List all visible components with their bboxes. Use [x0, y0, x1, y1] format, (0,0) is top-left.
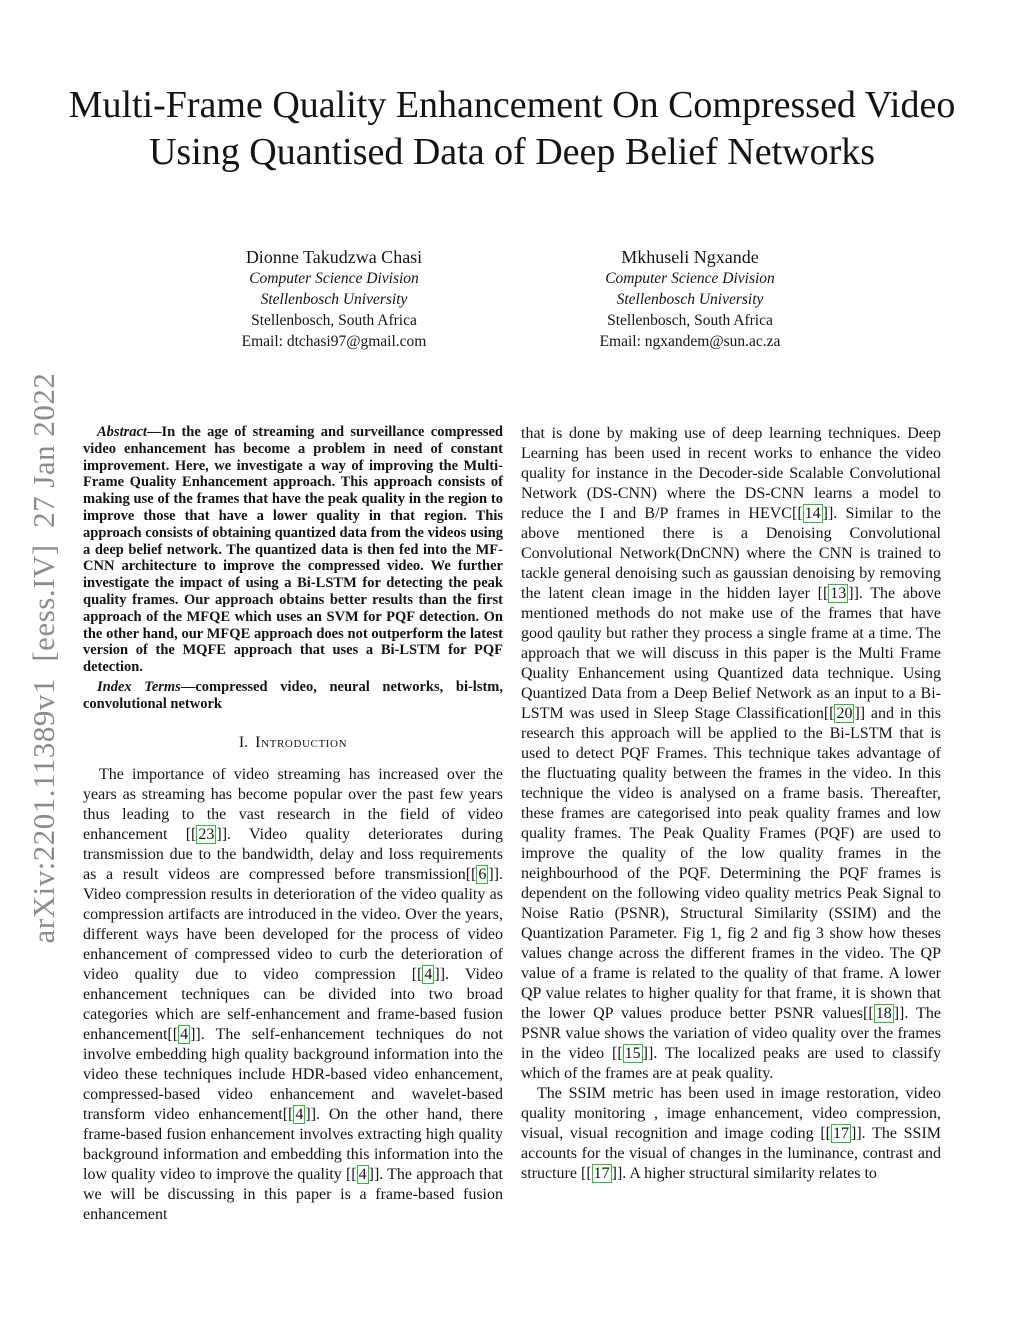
citation-link-17[interactable]: 17: [830, 1124, 851, 1143]
author-name: Dionne Takudzwa Chasi: [245, 247, 423, 267]
citation-link-18[interactable]: 18: [873, 1004, 894, 1023]
paper-title: Multi-Frame Quality Enhancement On Compr…: [68, 84, 956, 173]
author-university: Stellenbosch University: [260, 291, 408, 308]
author-location: Stellenbosch, South Africa: [251, 312, 417, 329]
author-division: Computer Science Division: [249, 270, 419, 287]
citation-link-14[interactable]: 14: [802, 504, 823, 523]
author-email: Email: ngxandem@sun.ac.za: [599, 333, 781, 350]
ssim-paragraph: The SSIM metric has been used in image r…: [521, 1085, 942, 1183]
intro-paragraph-left: The importance of video streaming has in…: [83, 765, 503, 1223]
right-column: that is done by making use of deep learn…: [521, 424, 941, 1225]
author-university: Stellenbosch University: [616, 291, 764, 308]
citation-link-4[interactable]: 4: [356, 1164, 369, 1184]
left-column: Abstract—In the age of streaming and sur…: [83, 424, 503, 1225]
abstract-label: Abstract: [97, 424, 147, 440]
section-title: Introduction: [255, 733, 348, 751]
abstract-paragraph: Abstract—In the age of streaming and sur…: [83, 424, 503, 676]
citation-link-23[interactable]: 23: [196, 824, 217, 844]
citation-link-13[interactable]: 13: [828, 584, 849, 603]
two-column-body: Abstract—In the age of streaming and sur…: [83, 424, 941, 1225]
abstract-text: —In the age of streaming and surveillanc…: [83, 424, 503, 676]
author-email: Email: dtchasi97@gmail.com: [241, 333, 427, 350]
index-terms-paragraph: Index Terms—compressed video, neural net…: [83, 679, 503, 713]
author-block-2: Mkhuseli Ngxande Computer Science Divisi…: [600, 247, 781, 352]
citation-link-6[interactable]: 6: [476, 864, 489, 884]
citation-link-17[interactable]: 17: [591, 1164, 612, 1183]
section-heading-introduction: I. Introduction: [83, 734, 503, 752]
author-division: Computer Science Division: [605, 270, 775, 287]
author-block-1: Dionne Takudzwa Chasi Computer Science D…: [242, 247, 427, 352]
section-number: I.: [238, 733, 249, 751]
citation-link-15[interactable]: 15: [622, 1044, 643, 1063]
citation-link-4[interactable]: 4: [422, 964, 435, 984]
intro-paragraph-right-continuation: that is done by making use of deep learn…: [521, 425, 942, 1082]
author-location: Stellenbosch, South Africa: [607, 312, 773, 329]
index-terms-text: —compressed video, neural networks, bi-l…: [83, 678, 504, 712]
author-name: Mkhuseli Ngxande: [621, 247, 759, 267]
arxiv-watermark: arXiv:2201.11389v1 [eess.IV] 27 Jan 2022: [26, 372, 61, 944]
citation-link-4[interactable]: 4: [178, 1024, 191, 1044]
index-terms-label: Index Terms: [97, 678, 181, 695]
citation-link-4[interactable]: 4: [293, 1104, 306, 1124]
citation-link-20[interactable]: 20: [834, 704, 855, 723]
